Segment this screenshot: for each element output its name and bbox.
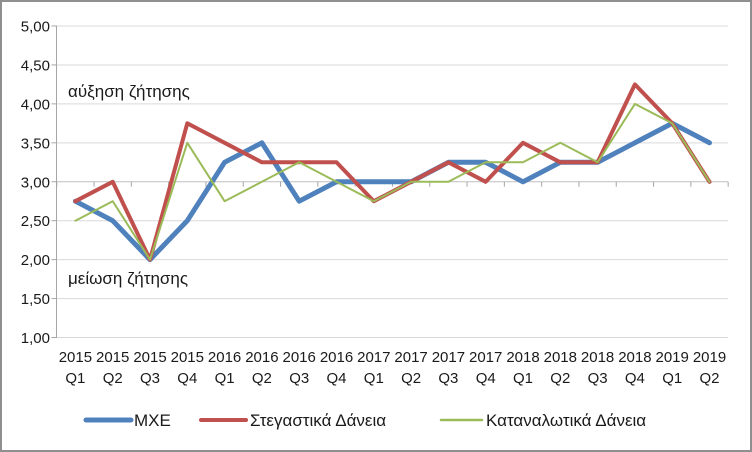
y-tick-label: 3,50: [21, 135, 50, 152]
x-tick-label-year: 2016: [320, 349, 353, 366]
x-tick-label-quarter: Q3: [438, 370, 458, 387]
legend-label-stegastika: Στεγαστικά Δάνεια: [250, 411, 386, 430]
x-tick-label-quarter: Q4: [177, 370, 197, 387]
y-axis-labels: 5,00 4,50 4,00 3,50 3,00 2,50 2,00 1,50 1,00: [21, 19, 50, 348]
x-tick-label-quarter: Q4: [326, 370, 346, 387]
y-tick-label: 5,00: [21, 19, 50, 36]
x-tick-label-year: 2016: [245, 349, 278, 366]
y-tick-label: 2,00: [21, 252, 50, 269]
y-axis-line: [51, 25, 57, 338]
legend: ΜΧΕ Στεγαστικά Δάνεια Καταναλωτικά Δάνει…: [83, 411, 646, 430]
x-tick-label-year: 2015: [133, 349, 166, 366]
y-tick-label: 1,50: [21, 291, 50, 308]
x-tick-label-year: 2015: [96, 349, 129, 366]
x-tick-label-year: 2017: [394, 349, 427, 366]
x-tick-label-year: 2017: [432, 349, 465, 366]
series-mxe-line: [72, 120, 712, 263]
y-tick-label: 4,00: [21, 96, 50, 113]
x-tick-label-year: 2015: [171, 349, 204, 366]
x-tick-label-quarter: Q3: [289, 370, 309, 387]
x-tick-label-year: 2015: [59, 349, 92, 366]
x-tick-label-year: 2017: [357, 349, 390, 366]
series-stegastika-line: [73, 82, 712, 262]
x-tick-label-quarter: Q1: [65, 370, 85, 387]
series-lines: [72, 82, 712, 263]
y-tick-label: 4,50: [21, 57, 50, 74]
x-axis-labels: 2015 Q1 2015 Q2 2015 Q3 2015 Q4 2016 Q1 2016 Q2 2016…: [59, 349, 726, 387]
y-tick-label: 2,50: [21, 213, 50, 230]
x-tick-label-year: 2019: [693, 349, 726, 366]
y-tick-label: 1,00: [21, 330, 50, 347]
annotation-demand-increase: αύξηση ζήτησης: [68, 82, 190, 101]
x-tick-label-year: 2017: [469, 349, 502, 366]
x-tick-label-quarter: Q1: [662, 370, 682, 387]
x-tick-label-quarter: Q1: [513, 370, 533, 387]
x-tick-label-quarter: Q2: [103, 370, 123, 387]
x-tick-label-year: 2018: [618, 349, 651, 366]
x-tick-label-year: 2016: [283, 349, 316, 366]
x-tick-label-year: 2018: [581, 349, 614, 366]
x-tick-label-quarter: Q3: [140, 370, 160, 387]
x-tick-label-quarter: Q1: [215, 370, 235, 387]
x-tick-label-year: 2018: [506, 349, 539, 366]
x-tick-label-year: 2018: [544, 349, 577, 366]
x-tick-label-quarter: Q2: [550, 370, 570, 387]
legend-label-mxe: ΜΧΕ: [134, 411, 171, 430]
y-tick-label: 3,00: [21, 174, 50, 191]
series-katanalotika-line: [74, 102, 711, 261]
x-tick-label-quarter: Q1: [364, 370, 384, 387]
x-tick-label-quarter: Q4: [625, 370, 645, 387]
legend-label-katanalotika: Καταναλωτικά Δάνεια: [486, 411, 646, 430]
x-tick-label-quarter: Q2: [699, 370, 719, 387]
x-tick-label-quarter: Q2: [401, 370, 421, 387]
x-tick-label-year: 2019: [656, 349, 689, 366]
x-tick-label-quarter: Q4: [476, 370, 496, 387]
x-tick-label-quarter: Q3: [588, 370, 608, 387]
x-tick-label-year: 2016: [208, 349, 241, 366]
x-tick-label-quarter: Q2: [252, 370, 272, 387]
annotation-demand-decrease: μείωση ζήτησης: [68, 269, 188, 288]
